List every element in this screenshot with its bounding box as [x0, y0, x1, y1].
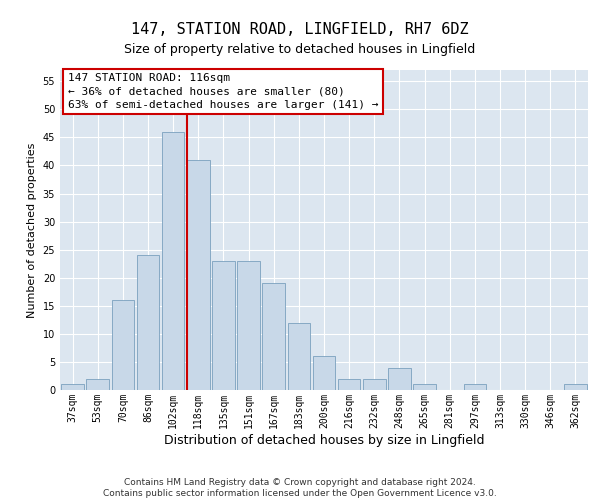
Bar — [237, 261, 260, 390]
Bar — [287, 322, 310, 390]
Y-axis label: Number of detached properties: Number of detached properties — [27, 142, 37, 318]
Bar — [338, 379, 361, 390]
Text: Contains HM Land Registry data © Crown copyright and database right 2024.
Contai: Contains HM Land Registry data © Crown c… — [103, 478, 497, 498]
Bar — [212, 261, 235, 390]
Bar — [61, 384, 84, 390]
Bar — [388, 368, 411, 390]
Bar — [262, 284, 285, 390]
Text: Size of property relative to detached houses in Lingfield: Size of property relative to detached ho… — [124, 42, 476, 56]
Bar — [313, 356, 335, 390]
Bar — [363, 379, 386, 390]
Bar — [413, 384, 436, 390]
Text: 147 STATION ROAD: 116sqm
← 36% of detached houses are smaller (80)
63% of semi-d: 147 STATION ROAD: 116sqm ← 36% of detach… — [68, 73, 379, 110]
Bar — [564, 384, 587, 390]
Bar — [162, 132, 184, 390]
X-axis label: Distribution of detached houses by size in Lingfield: Distribution of detached houses by size … — [164, 434, 484, 446]
Bar — [187, 160, 209, 390]
Bar — [464, 384, 486, 390]
Bar — [86, 379, 109, 390]
Text: 147, STATION ROAD, LINGFIELD, RH7 6DZ: 147, STATION ROAD, LINGFIELD, RH7 6DZ — [131, 22, 469, 38]
Bar — [137, 256, 160, 390]
Bar — [112, 300, 134, 390]
